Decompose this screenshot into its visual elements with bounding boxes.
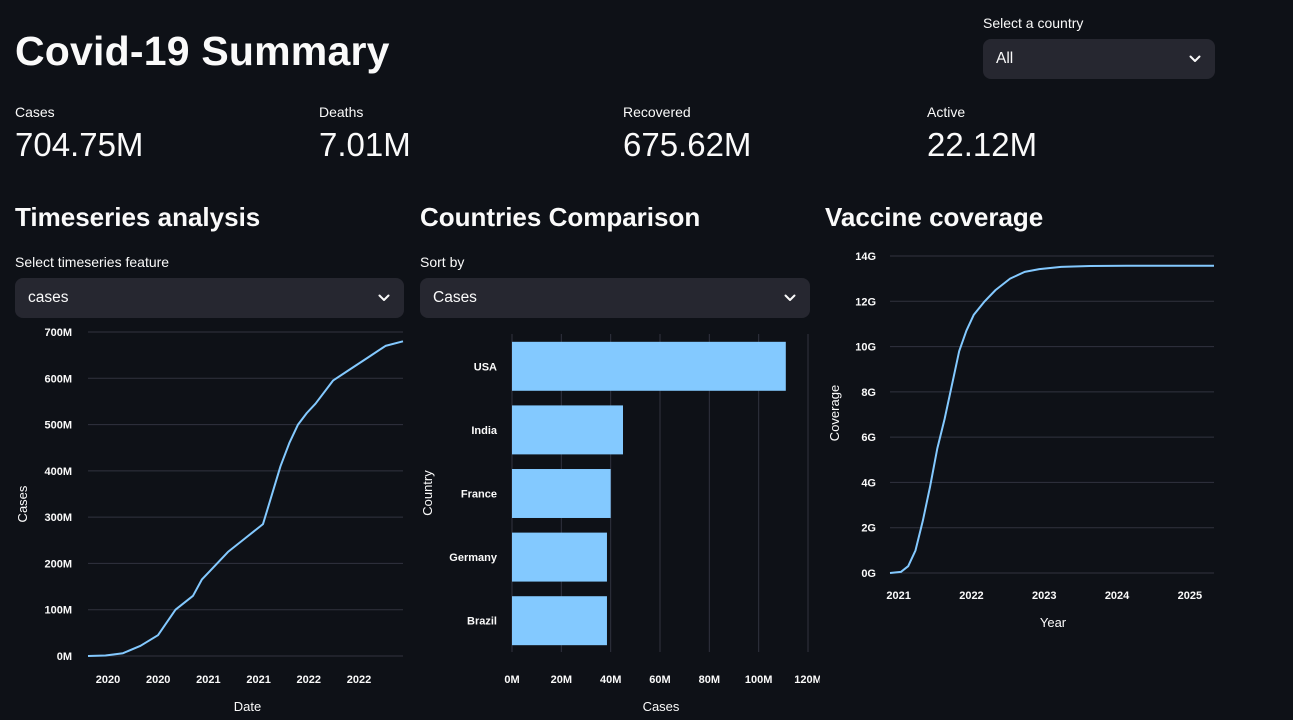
- comparison-heading: Countries Comparison: [420, 202, 701, 232]
- y-tick-label: 300M: [44, 512, 72, 524]
- y-axis-title: Cases: [15, 485, 30, 522]
- y-tick-label: 200M: [44, 558, 72, 570]
- sort-select-label: Sort by: [420, 254, 465, 270]
- y-tick-label: 2G: [861, 523, 876, 535]
- y-axis-title: Country: [420, 470, 435, 516]
- category-label: USA: [474, 361, 497, 373]
- x-axis-title: Year: [1040, 615, 1067, 630]
- y-tick-label: 600M: [44, 373, 72, 385]
- x-tick-label: 2021: [246, 674, 270, 686]
- series-line: [889, 264, 1214, 574]
- x-tick-label: 60M: [649, 674, 670, 686]
- x-tick-label: 40M: [600, 674, 621, 686]
- category-label: France: [461, 489, 497, 501]
- x-tick-label: 120M: [794, 674, 820, 686]
- country-select-value: All: [996, 50, 1014, 67]
- metric-active: Active 22.12M: [927, 104, 1037, 164]
- bar: [512, 532, 607, 582]
- metric-cases: Cases 704.75M: [15, 104, 143, 164]
- metric-recovered: Recovered 675.62M: [623, 104, 751, 164]
- category-label: India: [471, 425, 498, 437]
- page-title: Covid-19 Summary: [15, 28, 390, 74]
- x-tick-label: 0M: [504, 674, 519, 686]
- x-tick-label: 2021: [886, 590, 910, 602]
- y-tick-label: 100M: [44, 605, 72, 617]
- metric-deaths: Deaths 7.01M: [319, 104, 411, 164]
- x-tick-label: 2022: [297, 674, 321, 686]
- y-tick-label: 10G: [855, 342, 876, 354]
- x-axis-title: Cases: [643, 699, 680, 714]
- x-tick-label: 2020: [96, 674, 120, 686]
- y-tick-label: 8G: [861, 387, 876, 399]
- series-line: [87, 340, 404, 657]
- metric-label: Active: [927, 104, 966, 120]
- x-tick-label: 2025: [1178, 590, 1202, 602]
- vaccine-heading: Vaccine coverage: [825, 202, 1044, 232]
- sort-by-select[interactable]: Cases: [420, 278, 810, 318]
- x-tick-label: 2023: [1032, 590, 1056, 602]
- vaccine-coverage-chart: 0G 2G 4G 6G 8G 10G 12G 14G 2021 2022 2023 2024 2025 Y…: [827, 251, 1214, 630]
- y-tick-label: 6G: [861, 432, 876, 444]
- chevron-down-icon: [1188, 52, 1202, 66]
- y-tick-label: 0G: [861, 568, 876, 580]
- y-tick-label: 500M: [44, 420, 72, 432]
- x-tick-label: 80M: [699, 674, 720, 686]
- x-tick-label: 20M: [551, 674, 572, 686]
- timeseries-select-value: cases: [28, 289, 69, 306]
- y-tick-label: 700M: [44, 327, 72, 339]
- chevron-down-icon: [377, 291, 391, 305]
- bar: [512, 469, 611, 518]
- country-select-label: Select a country: [983, 15, 1084, 31]
- x-tick-label: 100M: [745, 674, 773, 686]
- bar: [512, 405, 623, 455]
- category-label: Germany: [449, 552, 498, 564]
- bar: [512, 596, 607, 646]
- x-tick-label: 2022: [347, 674, 371, 686]
- bar: [512, 341, 786, 391]
- y-tick-label: 12G: [855, 296, 876, 308]
- y-tick-label: 0M: [57, 651, 72, 663]
- x-axis-title: Date: [234, 699, 261, 714]
- x-tick-label: 2024: [1105, 590, 1130, 602]
- metric-label: Deaths: [319, 104, 364, 120]
- metric-value: 7.01M: [319, 126, 411, 163]
- timeseries-select-label: Select timeseries feature: [15, 254, 170, 270]
- countries-bar-chart: 0M 20M 40M 60M 80M 100M 120M USA India France Germ…: [420, 334, 820, 714]
- x-tick-label: 2021: [196, 674, 220, 686]
- timeseries-feature-select[interactable]: cases: [15, 278, 404, 318]
- y-axis-title: Coverage: [827, 385, 842, 441]
- y-tick-label: 400M: [44, 466, 72, 478]
- x-tick-label: 2022: [959, 590, 983, 602]
- x-tick-label: 2020: [146, 674, 170, 686]
- metric-value: 675.62M: [623, 126, 752, 163]
- y-tick-label: 14G: [855, 251, 876, 263]
- chevron-down-icon: [783, 291, 797, 305]
- metric-value: 22.12M: [927, 126, 1038, 163]
- category-label: Brazil: [467, 616, 497, 628]
- y-tick-label: 4G: [861, 477, 876, 489]
- country-select[interactable]: All: [983, 39, 1215, 79]
- metric-label: Cases: [15, 104, 55, 120]
- sort-select-value: Cases: [433, 289, 477, 306]
- metric-label: Recovered: [623, 104, 691, 120]
- metric-value: 704.75M: [15, 126, 144, 163]
- timeseries-chart: 0M 100M 200M 300M 400M 500M 600M 700M 2020 2020 20…: [15, 327, 404, 714]
- timeseries-heading: Timeseries analysis: [15, 202, 261, 232]
